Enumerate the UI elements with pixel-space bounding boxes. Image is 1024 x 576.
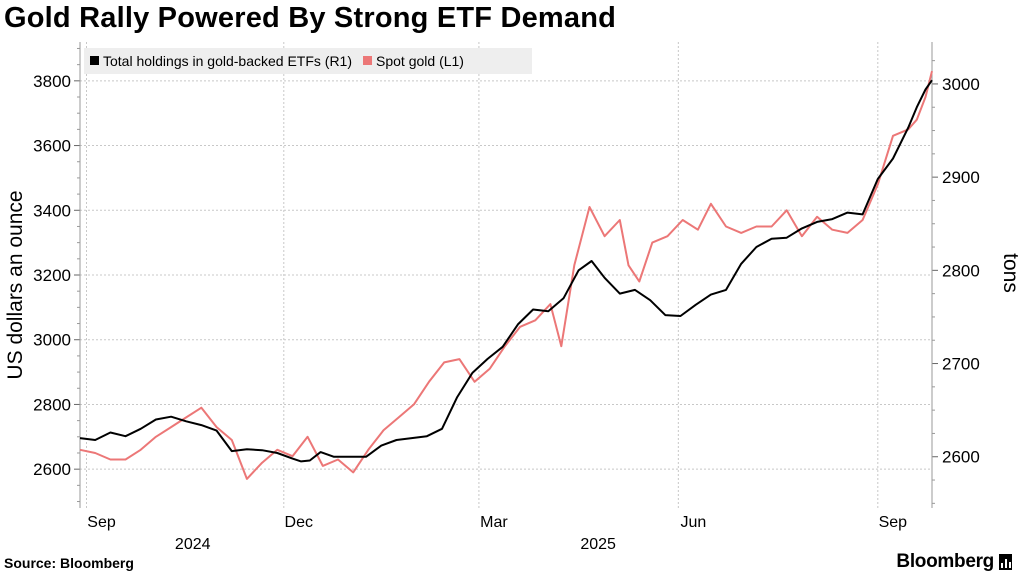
series-layer bbox=[79, 70, 933, 480]
legend-background bbox=[84, 48, 532, 74]
bloomberg-terminal-icon bbox=[999, 554, 1012, 570]
x-axis-tick-label: Dec bbox=[285, 514, 313, 531]
x-axis-tick-label: Sep bbox=[879, 514, 908, 531]
x-axis-year-label: 2025 bbox=[580, 536, 616, 553]
source-note: Source: Bloomberg bbox=[4, 555, 134, 571]
legend-label-etf: Total holdings in gold-backed ETFs (R1) bbox=[103, 53, 352, 69]
source-label: Source: bbox=[4, 555, 57, 571]
legend-swatch-etf bbox=[90, 56, 99, 65]
left-axis-tick-label: 3400 bbox=[33, 201, 71, 220]
etf-holdings-line bbox=[79, 79, 933, 463]
right-axis-tick-label: 2900 bbox=[942, 168, 980, 187]
left-axis-tick-label: 3600 bbox=[33, 137, 71, 156]
x-axis-tick-label: Mar bbox=[480, 514, 508, 531]
x-axis-tick-label: Jun bbox=[680, 514, 706, 531]
brand-logo: Bloomberg bbox=[896, 551, 1012, 573]
legend: Total holdings in gold-backed ETFs (R1) S… bbox=[84, 48, 532, 74]
right-axis-tick-label: 2700 bbox=[942, 355, 980, 374]
x-axis-year-label: 2024 bbox=[175, 536, 211, 553]
brand-name: Bloomberg bbox=[896, 551, 994, 572]
source-name: Bloomberg bbox=[60, 555, 134, 571]
chart-title: Gold Rally Powered By Strong ETF Demand bbox=[4, 2, 617, 34]
legend-label-spot: Spot gold (L1) bbox=[376, 53, 464, 69]
right-axis-title: tons bbox=[999, 253, 1022, 293]
grid-layer bbox=[80, 42, 932, 508]
right-axis-tick-label: 3000 bbox=[942, 75, 980, 94]
left-axis-tick-label: 2600 bbox=[33, 460, 71, 479]
spot-gold-line bbox=[79, 70, 933, 480]
x-axis-tick-label: Sep bbox=[87, 514, 116, 531]
right-axis-tick-label: 2600 bbox=[942, 448, 980, 467]
left-axis-tick-label: 3000 bbox=[33, 331, 71, 350]
axes-layer: 2600 2800 3000 3200 3400 3600 3800 2600 2700 2800… bbox=[4, 42, 1022, 553]
left-axis-title: US dollars an ounce bbox=[4, 190, 27, 379]
left-axis-tick-label: 3200 bbox=[33, 266, 71, 285]
left-axis-tick-label: 2800 bbox=[33, 395, 71, 414]
right-axis-tick-label: 2800 bbox=[942, 261, 980, 280]
legend-swatch-spot bbox=[363, 56, 373, 65]
left-axis-tick-label: 3800 bbox=[33, 72, 71, 91]
